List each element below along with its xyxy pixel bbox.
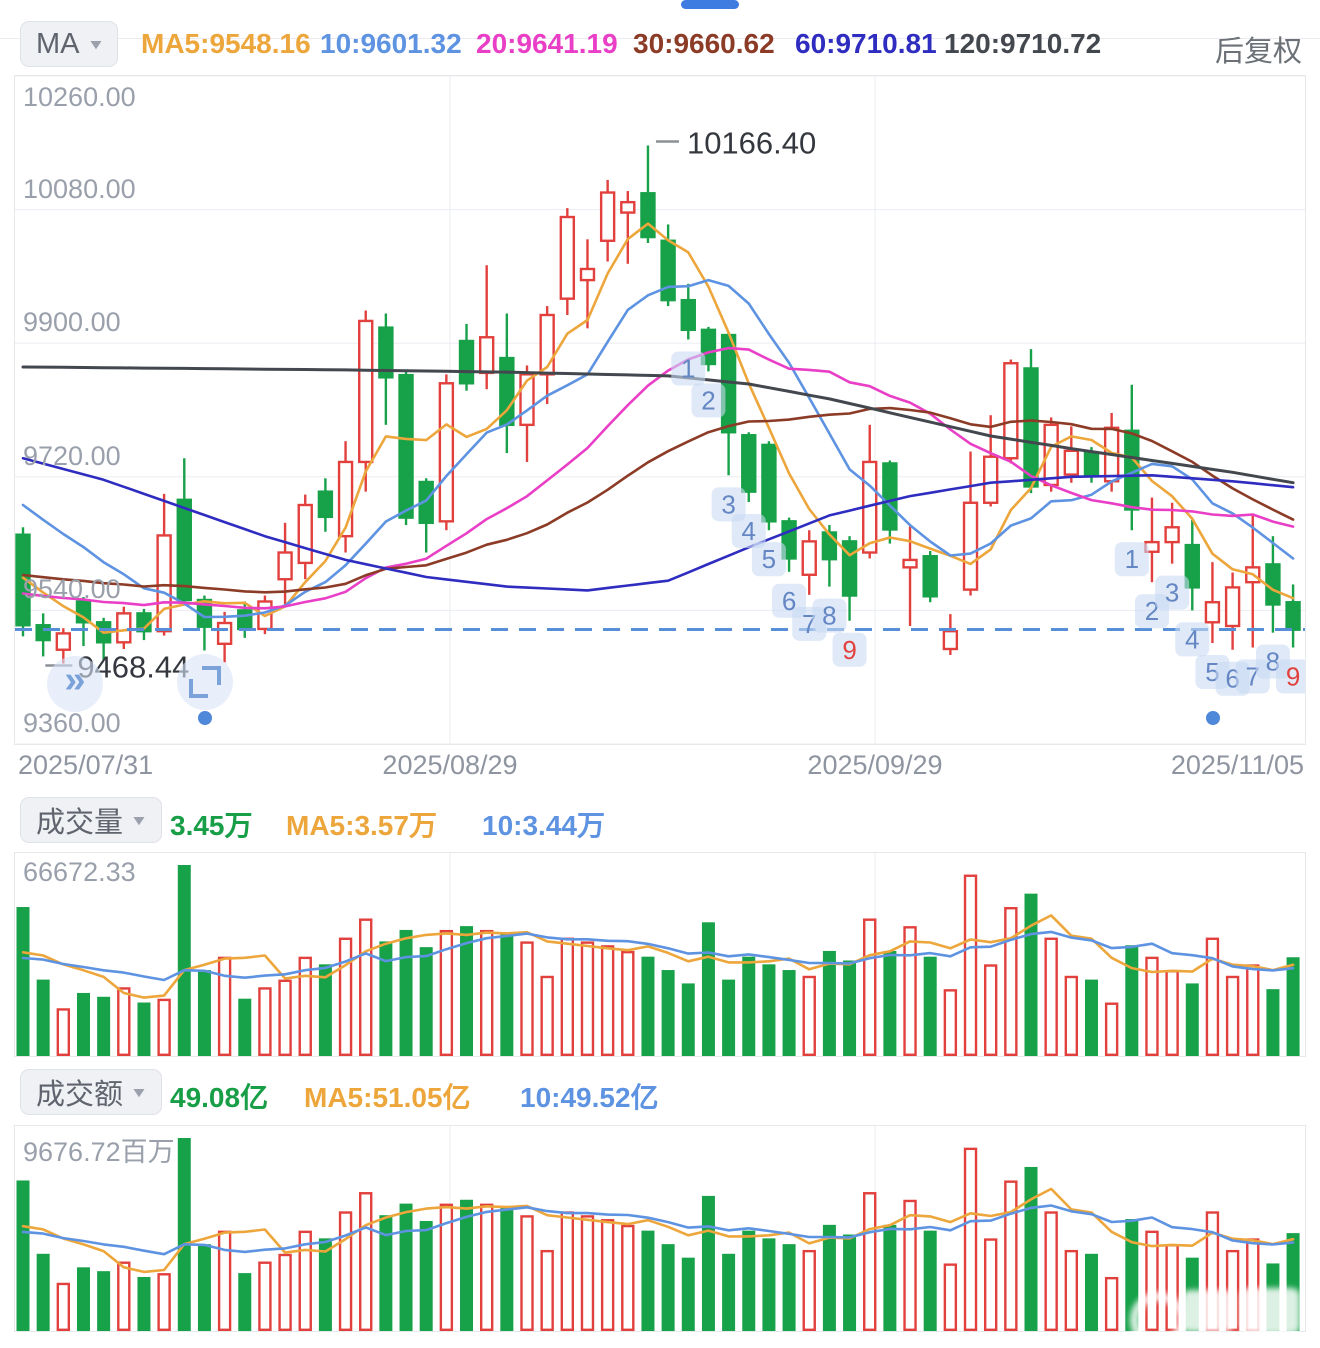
ma-legend-value: 10:9601.32 <box>320 28 462 59</box>
indicator-dot-right <box>1206 711 1220 725</box>
region-select-button[interactable] <box>177 654 233 710</box>
volume-dropdown-button[interactable]: 成交量 ▼ <box>20 797 162 843</box>
ma-legend-bar: MA ▼ MA5:9548.16 10:9601.32 20:9641.19 30:9… <box>0 21 1320 69</box>
indicator-dot-left <box>198 711 212 725</box>
turnover-header: 成交额 ▼ 49.08亿 MA5:51.05亿 10:49.52亿 <box>0 1069 1320 1117</box>
ma-legend-value: MA5:9548.16 <box>141 28 311 59</box>
x-axis-date: 2025/08/29 <box>382 750 518 780</box>
turnover-chart[interactable]: 9676.72百万 <box>14 1125 1306 1332</box>
volume-ma5-value: MA5:3.57万 <box>286 810 437 841</box>
double-chevron-right-icon: » <box>64 658 86 701</box>
svg-text:1: 1 <box>1125 544 1139 574</box>
svg-text:3: 3 <box>1165 578 1179 608</box>
svg-text:6: 6 <box>782 586 796 616</box>
svg-text:9: 9 <box>842 635 856 665</box>
x-axis-date: 2025/07/31 <box>18 750 154 780</box>
svg-text:8: 8 <box>822 601 836 631</box>
svg-text:2: 2 <box>701 385 715 415</box>
ma-legend-value: 60:9710.81 <box>795 28 937 59</box>
x-axis-date: 2025/09/29 <box>807 750 943 780</box>
turnover-dropdown-button[interactable]: 成交额 ▼ <box>20 1069 162 1115</box>
ma-dropdown-button[interactable]: MA ▼ <box>20 21 119 67</box>
svg-text:3: 3 <box>721 489 735 519</box>
turnover-dropdown-label: 成交额 <box>36 1079 124 1111</box>
volume-dropdown-label: 成交量 <box>36 807 124 839</box>
ma-legend-value: 20:9641.19 <box>476 28 618 59</box>
tab-indicator <box>681 0 739 9</box>
svg-text:5: 5 <box>762 544 776 574</box>
adjust-mode-label: 后复权 <box>1214 36 1302 68</box>
svg-text:9: 9 <box>1286 662 1300 692</box>
top-divider <box>0 38 1320 39</box>
svg-text:10166.40: 10166.40 <box>687 125 816 160</box>
fast-forward-button[interactable]: » <box>47 656 103 712</box>
chevron-down-icon: ▼ <box>129 812 149 828</box>
x-axis-labels: 2025/07/31 2025/08/29 2025/09/29 2025/11/05 <box>0 748 1320 788</box>
volume-header: 成交量 ▼ 3.45万 MA5:3.57万 10:3.44万 <box>0 797 1320 845</box>
ma-dropdown-label: MA <box>36 27 80 60</box>
volume-ma10-value: 10:3.44万 <box>482 810 605 841</box>
turnover-current-value: 49.08亿 <box>170 1082 269 1113</box>
turnover-ma10-value: 10:49.52亿 <box>520 1082 659 1113</box>
chevron-down-icon: ▼ <box>129 1084 149 1100</box>
ma-legend-value: 120:9710.72 <box>944 28 1102 59</box>
selection-brackets-icon <box>189 666 221 698</box>
candlestick-chart[interactable]: 1 2 3 4 5 6 7 8 9 1 2 3 4 5 6 7 8 9 10166.40 9468.44 10260.0… <box>14 75 1306 745</box>
chevron-down-icon: ▼ <box>86 36 105 52</box>
x-axis-date: 2025/11/05 <box>1170 750 1304 780</box>
turnover-ma5-value: MA5:51.05亿 <box>304 1082 471 1113</box>
svg-text:1: 1 <box>681 353 695 383</box>
volume-current-value: 3.45万 <box>170 810 253 841</box>
svg-text:4: 4 <box>1185 624 1199 654</box>
volume-chart[interactable]: 66672.33 <box>14 852 1306 1057</box>
ma-legend-value: 30:9660.62 <box>633 28 775 59</box>
svg-text:4: 4 <box>742 516 756 546</box>
